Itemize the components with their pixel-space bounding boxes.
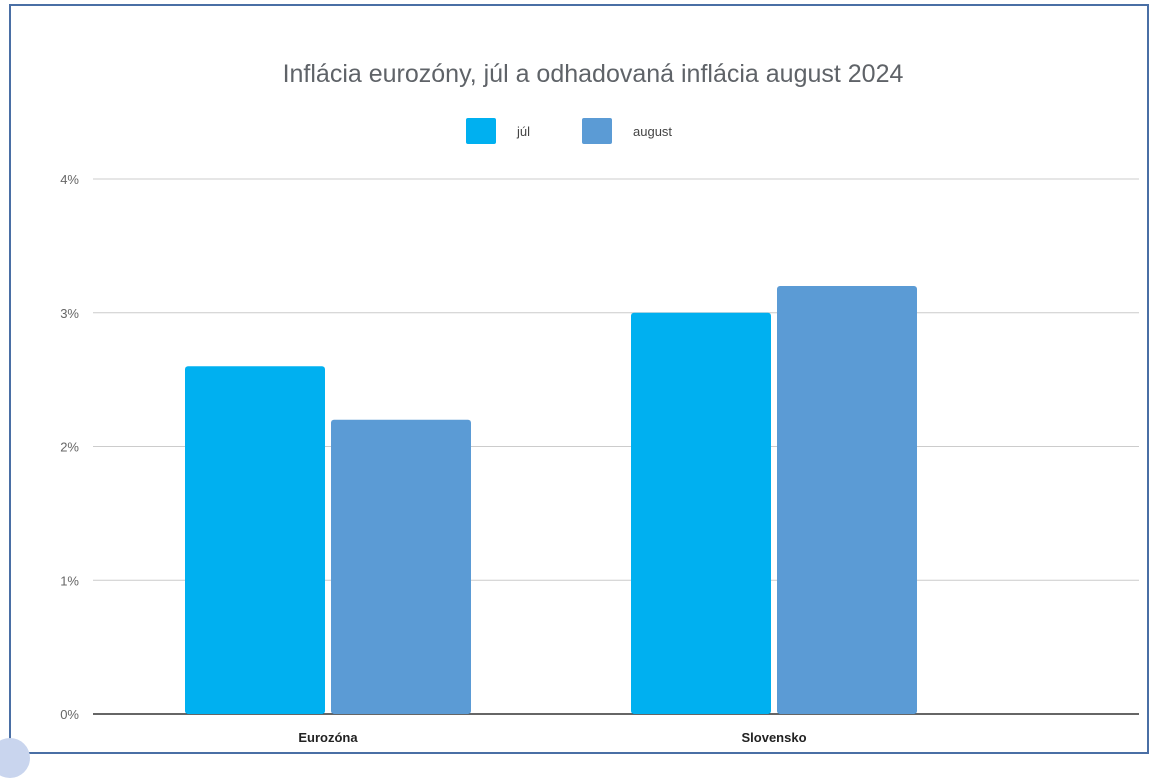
x-axis: Eurozóna Slovensko xyxy=(298,730,806,745)
legend-swatch xyxy=(582,118,612,144)
y-tick-label: 0% xyxy=(60,707,79,722)
bar-chart: Inflácia eurozóny, júl a odhadovaná infl… xyxy=(60,60,1139,745)
legend-label: júl xyxy=(516,124,530,139)
y-tick-label: 3% xyxy=(60,306,79,321)
legend-swatch xyxy=(466,118,496,144)
bar-júl-Slovensko xyxy=(631,312,771,714)
bar-august-Slovensko xyxy=(777,286,917,714)
y-tick-label: 4% xyxy=(60,172,79,187)
bars xyxy=(185,286,917,714)
bar-august-Eurozóna xyxy=(331,419,471,714)
legend: júl august xyxy=(466,118,672,144)
bar-júl-Eurozóna xyxy=(185,366,325,714)
x-tick-label: Slovensko xyxy=(741,730,806,745)
legend-label: august xyxy=(633,124,672,139)
chart-title: Inflácia eurozóny, júl a odhadovaná infl… xyxy=(283,60,904,88)
y-tick-label: 2% xyxy=(60,440,79,455)
chart-frame: Inflácia eurozóny, júl a odhadovaná infl… xyxy=(9,4,1149,754)
y-tick-label: 1% xyxy=(60,573,79,588)
x-tick-label: Eurozóna xyxy=(298,730,358,745)
